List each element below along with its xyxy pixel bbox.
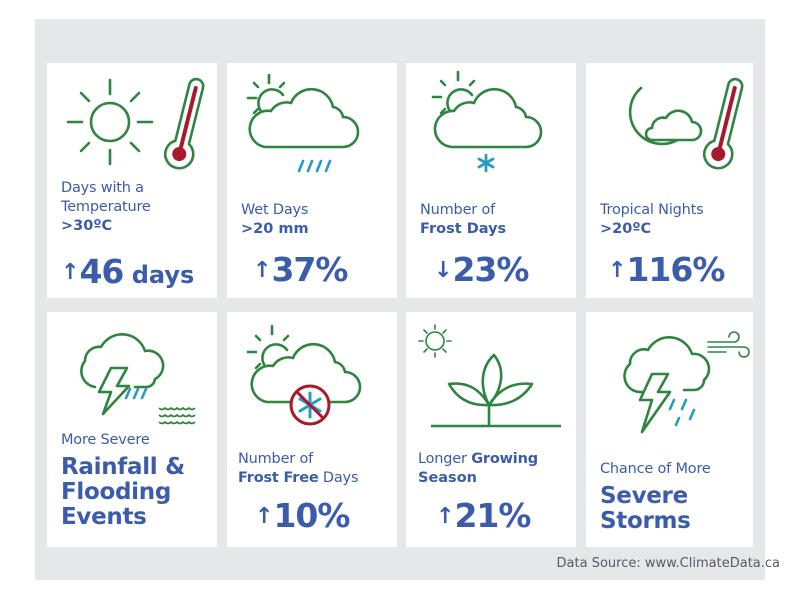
card-sublabel: >20ºC <box>600 221 652 237</box>
card-label: Number of <box>420 202 496 218</box>
card-stat: ↑10% <box>255 497 391 536</box>
card-label: Wet Days <box>241 202 309 218</box>
card-stat: ↑116% <box>608 251 747 290</box>
card-label: Tropical Nights <box>600 202 704 218</box>
thermometer-icon <box>702 77 744 170</box>
stat-value: 116% <box>626 250 725 289</box>
storm-cloud-flood-icon <box>80 333 196 425</box>
sun-icon <box>66 78 154 166</box>
card-headline: Rainfall & <box>61 454 185 480</box>
card-stat: ↑37% <box>253 251 391 290</box>
sun-cloud-rain-icon <box>246 73 360 173</box>
card-label: Frost Free Days <box>238 469 391 488</box>
card-label: Chance of More <box>600 461 711 477</box>
thermometer-icon <box>163 77 205 170</box>
card-severe-storms: Chance of More Severe Storms <box>586 312 753 547</box>
card-headline: Severe <box>600 483 688 509</box>
card-headline: Events <box>61 504 147 530</box>
arrow-up-icon: ↑ <box>255 504 273 529</box>
sun-cloud-snow-icon <box>431 70 543 173</box>
card-label: Days with a <box>61 180 144 196</box>
arrow-up-icon: ↑ <box>608 258 626 283</box>
card-label: Longer Growing <box>418 450 570 469</box>
plant-sprout-icon <box>431 353 561 428</box>
card-hot-days: Days with a Temperature >30ºC ↑46 days <box>47 63 217 298</box>
card-frost-days: Number of Frost Days ↓23% <box>406 63 576 298</box>
card-frost-free-days: Number of Frost Free Days ↑10% <box>227 312 397 547</box>
arrow-up-icon: ↑ <box>61 260 79 285</box>
card-label: Number of <box>238 451 314 467</box>
card-label: More Severe <box>61 432 150 448</box>
card-headline: Flooding <box>61 479 171 505</box>
arrow-up-icon: ↑ <box>436 504 454 529</box>
card-stat: ↑46 days <box>61 253 211 294</box>
stat-value: 37% <box>271 250 348 289</box>
card-growing-season: Longer Growing Season ↑21% <box>406 312 576 547</box>
arrow-down-icon: ↓ <box>434 258 452 283</box>
stat-value: 23% <box>452 250 529 289</box>
card-headline: Storms <box>600 508 691 534</box>
card-stat: ↓23% <box>434 251 570 290</box>
card-label: Temperature <box>61 199 151 215</box>
moon-cloud-icon <box>628 86 703 146</box>
label-plain: Longer <box>418 451 472 467</box>
storm-cloud-wind-icon <box>623 331 750 434</box>
label-rest: Days <box>318 470 359 486</box>
card-sublabel: >30ºC <box>61 218 113 234</box>
stat-value: 10% <box>273 496 350 535</box>
sun-icon <box>418 324 452 358</box>
sun-cloud-no-frost-icon <box>246 324 362 426</box>
stat-value: 21% <box>454 496 531 535</box>
arrow-up-icon: ↑ <box>253 258 271 283</box>
card-sublabel: Frost Days <box>420 221 507 237</box>
card-rainfall-flooding: More Severe Rainfall & Flooding Events <box>47 312 217 547</box>
card-wet-days: Wet Days >20 mm ↑37% <box>227 63 397 298</box>
label-bold: Frost Free <box>238 470 319 486</box>
stat-value: 46 <box>79 252 124 291</box>
card-tropical-nights: Tropical Nights >20ºC ↑116% <box>586 63 753 298</box>
card-sublabel: >20 mm <box>241 221 309 237</box>
stat-unit: days <box>123 261 195 289</box>
card-sublabel: Season <box>418 470 477 486</box>
data-source-footer: Data Source: www.ClimateData.ca <box>556 556 780 571</box>
card-stat: ↑21% <box>436 497 570 536</box>
label-bold: Growing <box>471 451 538 467</box>
